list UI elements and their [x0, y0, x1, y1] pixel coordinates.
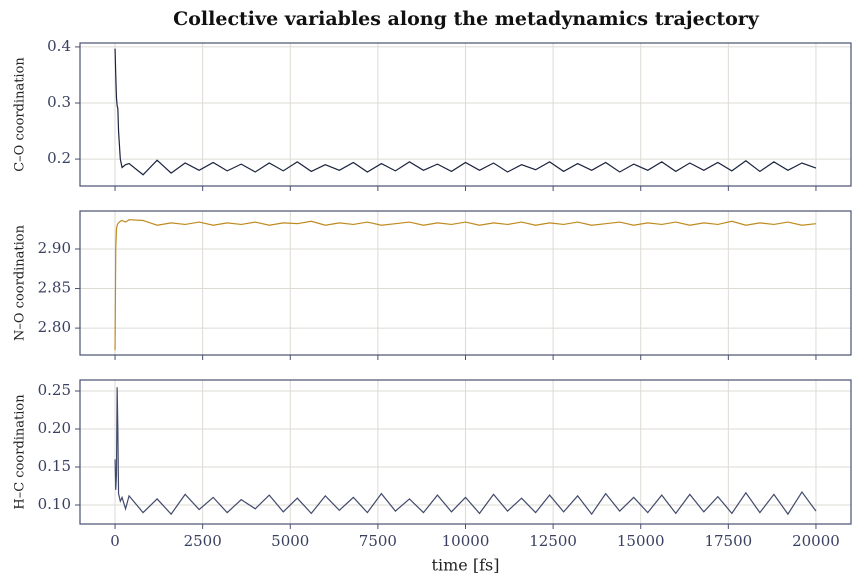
- y-tick-label: 0.15: [38, 457, 71, 475]
- x-tick-label: 7500: [359, 532, 397, 550]
- x-tick-label: 17500: [704, 532, 752, 550]
- axes-frame: [79, 42, 852, 187]
- y-axis-label: N–O coordination: [13, 224, 28, 341]
- x-axis-label: time [fs]: [432, 556, 500, 575]
- x-tick-label: 10000: [442, 532, 490, 550]
- x-tick-label: 12500: [529, 532, 577, 550]
- y-tick-label: 0.20: [38, 419, 71, 437]
- figure-title: Collective variables along the metadynam…: [173, 8, 760, 30]
- cv-line: [114, 48, 817, 176]
- y-tick-label: 0.10: [38, 495, 71, 513]
- y-tick-label: 2.80: [38, 318, 71, 336]
- y-tick-label: 2.90: [38, 239, 71, 257]
- x-tick-label: 5000: [271, 532, 309, 550]
- y-tick-label: 2.85: [38, 279, 71, 297]
- y-axis-label: H–C coordination: [13, 394, 28, 510]
- axes-frame: [79, 210, 852, 356]
- y-axis-label: C–O coordination: [13, 57, 28, 172]
- y-tick-label: 0.25: [38, 381, 71, 399]
- cv-line: [114, 387, 817, 516]
- x-tick-label: 0: [110, 532, 120, 550]
- y-tick-label: 0.2: [47, 149, 71, 167]
- x-tick-label: 2500: [184, 532, 222, 550]
- cv-line: [114, 219, 817, 351]
- x-tick-label: 20000: [792, 532, 840, 550]
- axes-frame: [79, 379, 852, 525]
- y-tick-label: 0.3: [47, 93, 71, 111]
- y-tick-label: 0.4: [47, 37, 71, 55]
- x-tick-label: 15000: [617, 532, 665, 550]
